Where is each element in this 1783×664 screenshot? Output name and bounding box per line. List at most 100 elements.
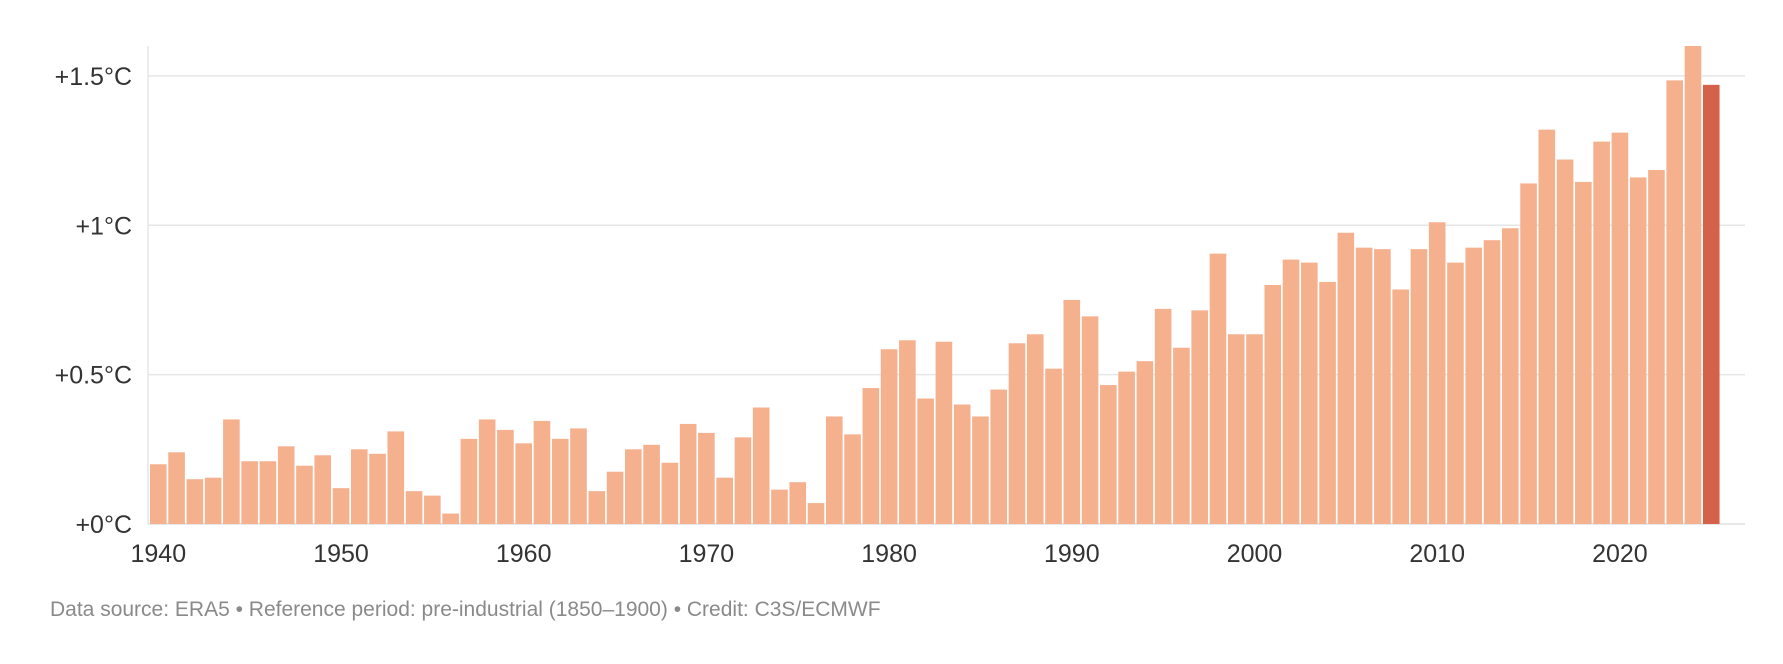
bar-2025 [1702,84,1720,524]
bar-1963 [570,428,587,524]
bar-1987 [1008,343,1026,524]
x-tick-label: 1980 [861,540,917,568]
bar-1990 [1063,299,1081,524]
bar-1966 [625,449,642,524]
bar-2002 [1282,259,1300,524]
bar-2000 [1246,334,1263,524]
bar-1985 [972,416,989,524]
bar-1994 [1136,361,1154,524]
bar-1950 [332,488,350,524]
bar-1953 [387,431,405,524]
bar-1942 [186,479,204,524]
bars [150,46,1720,525]
bar-1997 [1191,310,1208,524]
bar-2019 [1593,141,1610,524]
bar-1956 [442,513,459,524]
bar-2011 [1447,262,1464,524]
bar-1971 [716,477,733,524]
bar-1952 [369,453,386,524]
bar-1949 [314,455,332,524]
bar-1940 [150,464,167,524]
bar-1961 [533,420,551,524]
y-axis: +0°C +0.5°C +1°C +1.5°C [55,63,132,539]
y-tick-label: +1°C [75,212,132,240]
bar-1958 [478,419,496,524]
bar-2003 [1301,262,1318,524]
bar-1975 [789,482,807,524]
bar-1984 [953,404,971,524]
bar-1992 [1100,385,1117,524]
y-tick-label: +0.5°C [55,362,132,390]
bar-2013 [1483,240,1501,524]
bar-1991 [1081,316,1099,524]
bar-1980 [880,349,898,524]
x-tick-label: 2010 [1409,540,1465,568]
bar-1972 [734,437,752,524]
bar-2001 [1264,285,1282,524]
bar-1957 [460,438,478,524]
y-tick-label: +1.5°C [55,63,132,91]
bar-1999 [1227,334,1245,524]
bar-1941 [168,452,185,524]
x-tick-label: 1950 [313,540,369,568]
bar-1954 [405,491,423,524]
x-tick-label: 1960 [496,540,552,568]
bar-1945 [241,461,258,524]
bar-2022 [1648,169,1665,525]
bar-1960 [515,443,532,524]
bar-1998 [1209,253,1227,524]
bar-2016 [1538,129,1556,524]
x-tick-label: 1990 [1044,540,1100,568]
bar-1970 [698,432,715,524]
bar-2014 [1501,228,1519,525]
bar-1964 [588,491,606,524]
bar-1996 [1173,347,1190,524]
bar-1946 [259,461,277,524]
bar-1979 [862,388,880,524]
bar-1974 [771,489,788,524]
bar-1944 [223,419,240,524]
bar-2005 [1337,232,1355,524]
bar-1977 [825,416,843,524]
bar-2023 [1666,80,1684,525]
bar-2020 [1611,132,1629,524]
bar-1947 [277,446,295,524]
x-tick-label: 1940 [130,540,186,568]
bar-1986 [990,389,1008,524]
x-tick-label: 2000 [1227,540,1283,568]
bar-1989 [1045,368,1062,524]
bar-1968 [661,462,679,524]
bar-1983 [935,341,953,524]
bar-1978 [844,434,861,525]
bar-1955 [424,495,441,524]
bar-1962 [551,438,569,524]
bar-2021 [1629,177,1647,524]
bar-1951 [350,449,368,524]
x-tick-label: 1970 [679,540,735,568]
bar-2012 [1465,247,1483,524]
bar-2017 [1556,159,1574,524]
bar-2010 [1428,222,1446,524]
bar-1993 [1118,371,1135,524]
bar-2009 [1410,249,1428,524]
bar-2018 [1575,181,1592,524]
bar-1995 [1154,308,1172,524]
bar-1948 [296,465,313,524]
y-tick-label: +0°C [75,511,132,539]
bar-2015 [1520,183,1537,524]
bar-2008 [1392,289,1409,524]
bar-1965 [606,471,624,524]
x-axis: 1940 1950 1960 1970 1980 1990 2000 2010 2020 [130,540,1647,568]
x-tick-label: 2020 [1592,540,1648,568]
bar-2006 [1355,247,1373,524]
bar-1988 [1026,334,1044,524]
bar-1967 [643,444,660,524]
bar-1976 [807,503,825,524]
bar-1959 [497,429,514,524]
bar-1982 [917,398,934,524]
bar-1943 [204,477,222,524]
source-note: Data source: ERA5 • Reference period: pr… [50,598,881,621]
bar-2007 [1374,249,1391,524]
